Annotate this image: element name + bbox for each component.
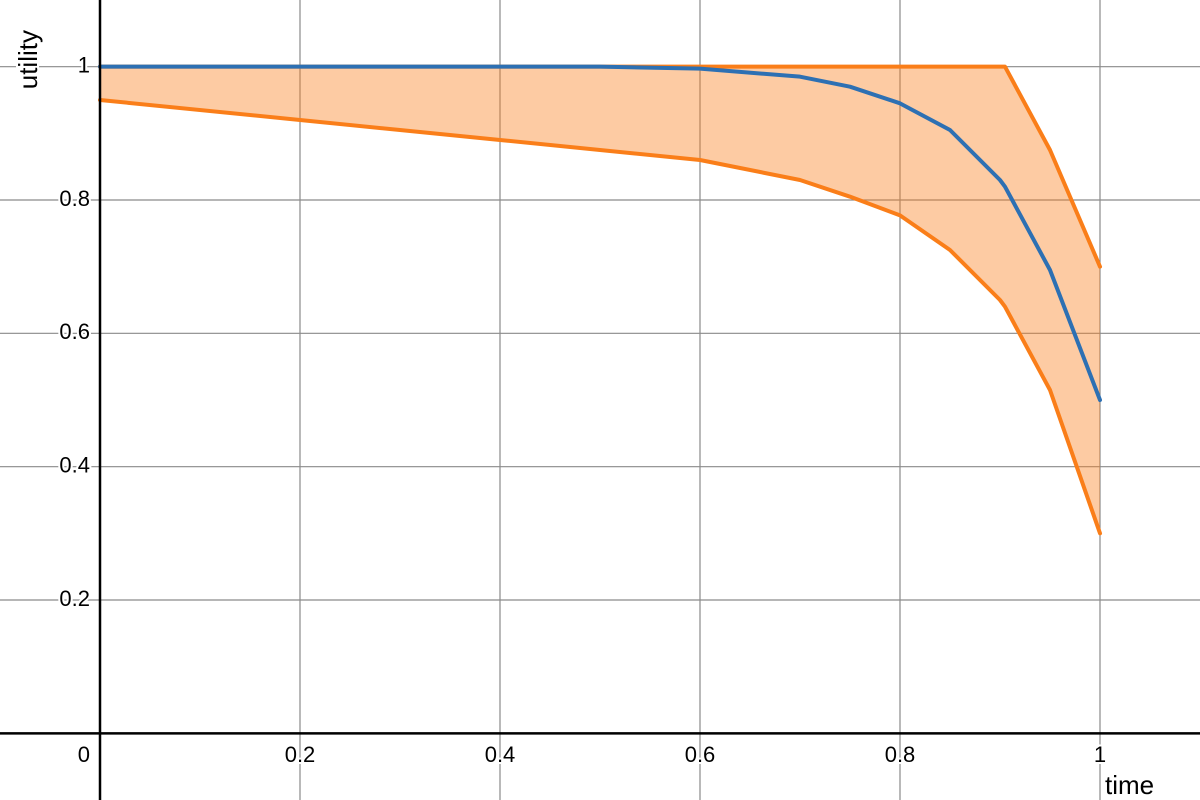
x-tick-label: 0.8 [885, 742, 916, 767]
series-line [98, 64, 1102, 402]
x-tick-label: 0.2 [285, 742, 316, 767]
x-tick-label: 0.6 [685, 742, 716, 767]
x-tick-label: 1 [1094, 742, 1106, 767]
y-tick-label: 0.2 [59, 586, 90, 611]
y-tick-label: 0.8 [59, 186, 90, 211]
x-axis-label: time [1105, 770, 1154, 800]
band-fill [100, 66, 1100, 534]
plot [98, 64, 1102, 536]
origin-label: 0 [78, 742, 90, 767]
y-tick-label: 0.6 [59, 319, 90, 344]
y-tick-label: 1 [78, 52, 90, 77]
series-line [98, 98, 1102, 536]
x-tick-label: 0.4 [485, 742, 516, 767]
labels: 0 0.2 0.4 0.6 0.8 1 0.2 0.4 0.6 0.8 1 time utility [11, 28, 1156, 800]
y-tick-label: 0.4 [59, 452, 90, 477]
y-axis-label: utility [13, 30, 43, 89]
